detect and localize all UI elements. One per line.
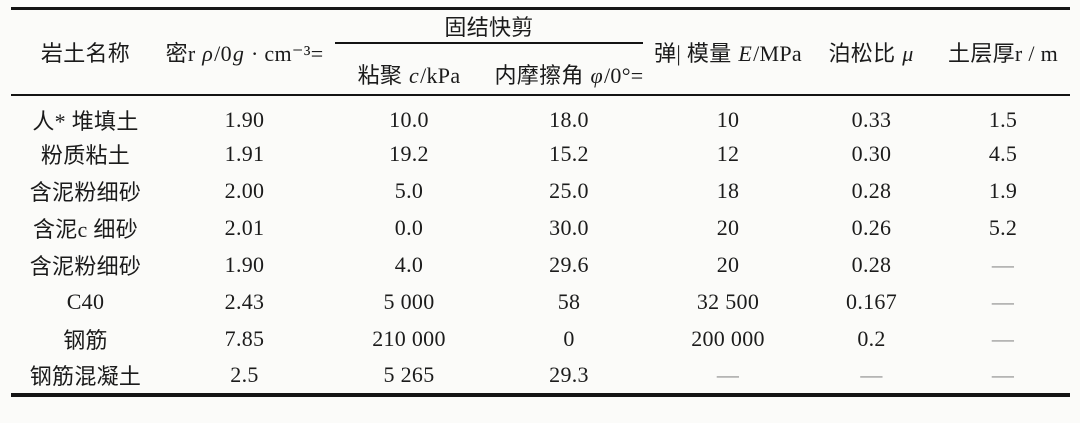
density-cell: 2.5 (230, 362, 259, 387)
soil-name-cell: 钢筋 (63, 328, 108, 353)
thickness-cell: 4.5 (988, 141, 1018, 166)
soil-name-cell: 含泥粉细砂 (29, 254, 142, 279)
table-row: 含泥粉细砂 2.00 5.0 25.0 18 0.28 1.9 (11, 173, 1070, 210)
thickness-cell: 1.9 (988, 178, 1018, 203)
cohesion-cell: 5 000 (383, 289, 435, 314)
modulus-cell: 18 (716, 178, 740, 203)
modulus-cell: 200 000 (691, 326, 765, 351)
friction-cell: 29.3 (549, 362, 589, 387)
c-symbol: c (409, 62, 420, 88)
header-text: /MPa (753, 40, 802, 66)
rho-symbol: ρ (202, 40, 214, 66)
col-header-soil-name: 岩土名称 (40, 40, 131, 66)
thickness-cell: 1.5 (936, 93, 1071, 136)
thickness-cell: — (991, 289, 1015, 314)
density-cell: 1.90 (160, 93, 329, 136)
soil-name-cell: 人* 堆填土 (11, 93, 160, 136)
header-row-sub: 粘聚 c/kPa 内摩擦角 φ/0°= (11, 54, 1070, 95)
col-header-friction-angle: 内摩擦角 φ/0°= (489, 54, 649, 95)
table-row: 含泥c 细砂 2.01 0.0 30.0 20 0.26 5.2 (11, 210, 1070, 247)
header-text: /0 (214, 40, 232, 66)
table-row: 人* 堆填土 1.90 10.0 18.0 10 0.33 1.5 (11, 93, 1071, 136)
thickness-cell: — (991, 362, 1015, 387)
table-row: 粉质粘土 1.91 19.2 15.2 12 0.30 4.5 (11, 136, 1070, 173)
poisson-cell: 0.28 (851, 252, 892, 277)
density-cell: 7.85 (224, 326, 265, 351)
phi-symbol: φ (590, 62, 603, 88)
E-symbol: E (738, 40, 753, 66)
col-header-elastic-modulus: 弹| 模量 E/MPa (649, 9, 807, 95)
cohesion-cell: 4.0 (394, 252, 424, 277)
poisson-cell: 0.33 (807, 93, 937, 136)
header-text: 粘聚 (357, 62, 408, 88)
poisson-cell: 0.26 (851, 215, 892, 240)
header-text: · cm⁻³= (245, 40, 324, 66)
mu-symbol: μ (902, 40, 914, 66)
cohesion-cell: 210 000 (372, 326, 446, 351)
header-text: /0°= (603, 62, 644, 88)
soil-name-cell: 含泥c 细砂 (32, 217, 139, 242)
table-body: 人* 堆填土 1.90 10.0 18.0 10 0.33 1.5 粉质粘土 1… (11, 93, 1071, 395)
col-header-poisson-ratio: 泊松比 μ (807, 9, 936, 95)
poisson-cell: 0.30 (851, 141, 892, 166)
header-text: 密r (165, 40, 202, 66)
friction-cell: 15.2 (549, 141, 589, 166)
modulus-cell: 20 (716, 215, 740, 240)
table-row: 钢筋混凝土 2.5 5 265 29.3 — — — (11, 358, 1070, 395)
modulus-cell: 20 (716, 252, 740, 277)
col-header-cohesion: 粘聚 c/kPa (329, 54, 489, 95)
cohesion-cell: 10.0 (329, 93, 489, 136)
poisson-cell: 0.167 (846, 289, 898, 314)
table-row: 含泥粉细砂 1.90 4.0 29.6 20 0.28 — (11, 247, 1070, 284)
col-header-density: 密r ρ/0g · cm⁻³= (160, 9, 329, 95)
col-header-layer-thickness: 土层厚r / m (948, 40, 1058, 66)
soil-name-cell: 粉质粘土 (40, 143, 131, 168)
table-header: 岩土名称 密r ρ/0g · cm⁻³= 固结快剪 弹| 模量 E/MPa 泊松… (11, 9, 1070, 95)
density-cell: 1.90 (224, 252, 265, 277)
friction-cell: 30.0 (549, 215, 589, 240)
friction-cell: 58 (557, 289, 581, 314)
cohesion-cell: 5.0 (394, 178, 424, 203)
modulus-cell: 32 500 (696, 289, 760, 314)
col-header-consolidated-quick-shear: 固结快剪 (329, 9, 649, 54)
density-cell: 2.43 (224, 289, 265, 314)
thickness-cell: — (991, 326, 1015, 351)
thickness-cell: — (991, 252, 1015, 277)
g-symbol: g (232, 40, 245, 66)
cohesion-cell: 19.2 (389, 141, 429, 166)
poisson-cell: 0.2 (857, 326, 886, 351)
header-row-top: 岩土名称 密r ρ/0g · cm⁻³= 固结快剪 弹| 模量 E/MPa 泊松… (11, 9, 1070, 66)
header-text: /kPa (420, 62, 461, 88)
friction-cell: 25.0 (549, 178, 589, 203)
soil-name-cell: 含泥粉细砂 (29, 180, 142, 205)
shear-group-label: 固结快剪 (335, 10, 644, 44)
modulus-cell: — (716, 362, 740, 387)
header-text: 弹| 模量 (654, 40, 738, 66)
soil-name-cell: C40 (66, 289, 105, 314)
friction-cell: 18.0 (489, 93, 650, 136)
poisson-cell: — (860, 362, 883, 387)
soil-name-cell: 钢筋混凝土 (29, 364, 142, 389)
density-cell: 1.91 (224, 141, 265, 166)
poisson-cell: 0.28 (851, 178, 892, 203)
density-cell: 2.01 (224, 215, 265, 240)
geotechnical-parameters-table: 岩土名称 密r ρ/0g · cm⁻³= 固结快剪 弹| 模量 E/MPa 泊松… (11, 7, 1071, 397)
table-row: C40 2.43 5 000 58 32 500 0.167 — (11, 284, 1070, 321)
header-text: 泊松比 (828, 40, 902, 66)
density-cell: 2.00 (224, 178, 265, 203)
modulus-cell: 10 (649, 93, 808, 136)
table-row: 钢筋 7.85 210 000 0 200 000 0.2 — (11, 321, 1070, 358)
friction-cell: 29.6 (549, 252, 589, 277)
thickness-cell: 5.2 (988, 215, 1018, 240)
cohesion-cell: 0.0 (394, 215, 424, 240)
friction-cell: 0 (563, 326, 575, 351)
modulus-cell: 12 (716, 141, 740, 166)
header-text: 内摩擦角 (494, 62, 590, 88)
cohesion-cell: 5 265 (383, 362, 435, 387)
